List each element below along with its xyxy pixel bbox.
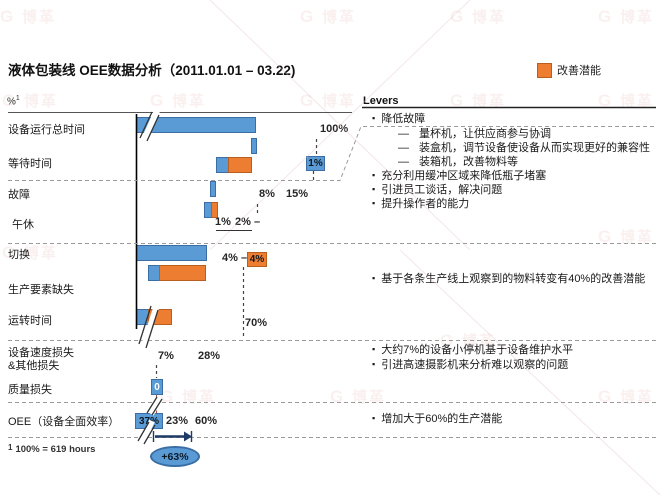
- value-label: 7%: [158, 350, 174, 362]
- value-box-oee: 37%: [135, 413, 163, 429]
- value-box-waiting: 1%: [306, 156, 325, 171]
- value-label: 4% –: [222, 252, 248, 264]
- gain-badge: +63%: [150, 446, 200, 467]
- category-operating-time: 运转时间: [8, 315, 52, 327]
- bar-breakdown: [210, 181, 216, 197]
- lever-item: 提升操作者的能力: [372, 195, 469, 211]
- bar-lunch-potential: [211, 202, 218, 218]
- lever-item: 引进高速摄影机来分析难以观察的问题: [372, 356, 568, 372]
- watermark-logo: 博革: [598, 386, 654, 407]
- footnote: 1 100% = 619 hours: [8, 443, 96, 455]
- value-label: 2% –: [235, 216, 261, 228]
- watermark-logo: 博革: [300, 90, 356, 111]
- lever-item: 基于各条生产线上观察到的物料转变有40%的改善潜能: [372, 270, 645, 286]
- watermark-logo: 博革: [330, 386, 386, 407]
- value-label: 28%: [198, 350, 221, 362]
- category-speed-loss: 设备速度损失 &其他损失: [8, 347, 74, 372]
- value-label: 70%: [245, 317, 268, 329]
- category-oee: OEE（设备全面效率）: [8, 416, 120, 428]
- levers-heading: Levers: [363, 95, 399, 107]
- watermark-logo: 博革: [598, 6, 654, 27]
- bar-changeover: [136, 245, 207, 261]
- bar-drop-connector: [251, 138, 257, 154]
- value-label: 23%: [166, 415, 189, 427]
- value-box-quality: 0: [151, 379, 163, 395]
- bar-operating-potential: [148, 309, 172, 325]
- category-waiting-time: 等待时间: [8, 158, 52, 170]
- watermark-logo: 博革: [598, 226, 654, 247]
- watermark-logo: 博革: [450, 6, 506, 27]
- category-lunch-break: 午休: [12, 219, 34, 231]
- watermark-logo: 博革: [0, 6, 56, 27]
- value-label: 60%: [195, 415, 218, 427]
- watermark-logo: 博革: [2, 242, 58, 263]
- page-title: 液体包装线 OEE数据分析（2011.01.01 – 03.22): [8, 63, 296, 78]
- category-changeover: 切换: [8, 249, 30, 261]
- value-label: 1%: [215, 216, 231, 228]
- watermark-logo: 博革: [150, 90, 206, 111]
- lever-item: 增加大于60%的生产潜能: [372, 410, 502, 426]
- legend-label: 改善潜能: [557, 65, 601, 77]
- lever-item: 大约7%的设备小停机基于设备维护水平: [372, 341, 573, 357]
- watermark-logo: 博革: [300, 6, 356, 27]
- category-breakdown: 故障: [8, 189, 30, 201]
- lever-item: 引进员工谈话，解决问题: [372, 181, 502, 197]
- watermark-logo: 博革: [160, 386, 216, 407]
- axis-unit-label: %1: [7, 95, 20, 108]
- category-total-runtime: 设备运行总时间: [8, 124, 85, 136]
- bar-total-runtime: [136, 117, 256, 133]
- watermark-logo: 博革: [450, 90, 506, 111]
- value-label: 15%: [286, 188, 309, 200]
- value-box-changeover: 4%: [247, 252, 267, 267]
- bar-waiting-potential: [228, 157, 252, 173]
- category-missing-factors: 生产要素缺失: [8, 284, 74, 296]
- watermark-logo: 博革: [598, 90, 654, 111]
- value-label: 100%: [320, 123, 349, 135]
- improvement-potential-swatch: [537, 62, 552, 78]
- watermark-logo: 博革: [2, 90, 58, 111]
- legend: 改善潜能: [537, 62, 601, 78]
- value-label: 8%: [259, 188, 275, 200]
- lever-item: 降低故障: [372, 110, 425, 126]
- category-quality-loss: 质量损失: [8, 384, 52, 396]
- bar-missing-factors-potential: [159, 265, 206, 281]
